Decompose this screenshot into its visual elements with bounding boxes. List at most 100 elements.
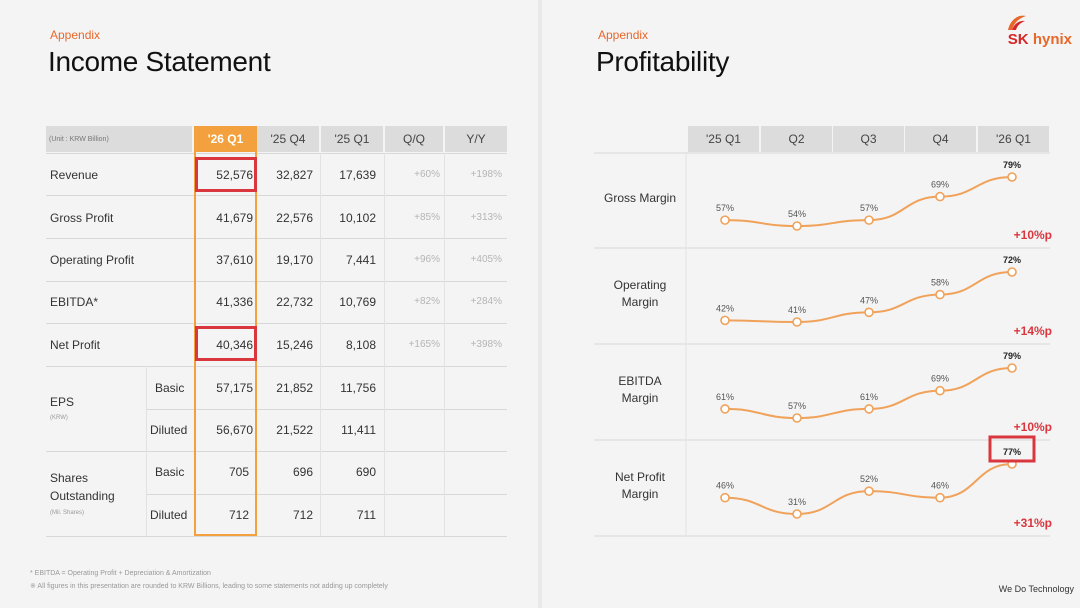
data-label-2-4: 79% (1003, 351, 1021, 361)
cell-ebitda-qq: +82% (414, 296, 440, 307)
sk-wing-icon (1008, 15, 1026, 30)
series-change-3: +31%p (1013, 516, 1052, 530)
series-point-3-3 (935, 492, 945, 503)
cell-ebitda-25q4: 22,732 (276, 295, 313, 309)
data-label-0-2: 57% (860, 203, 878, 213)
series-label-3: Net Profit Margin (614, 470, 665, 501)
cell-ebitda-yy: +284% (470, 296, 502, 307)
col-header-25q1: '25 Q1 (321, 126, 383, 152)
cell-shares-diluted-25q4: 712 (292, 508, 313, 522)
data-label-0-3: 69% (931, 180, 949, 190)
data-label-3-3: 46% (931, 481, 949, 491)
chart-col-header-0: '25 Q1 (688, 126, 759, 152)
cell-eps-basic-26q1: 57,175 (216, 381, 253, 395)
series-point-3-1 (792, 509, 802, 519)
chart-col-header-4: '26 Q1 (978, 126, 1049, 152)
cell-shares-diluted-26q1: 712 (228, 508, 249, 522)
eps-basic-label: Basic (155, 381, 185, 395)
cell-gross-profit-25q4: 22,576 (276, 211, 313, 225)
series-change-2: +10%p (1013, 420, 1052, 434)
series-point-0-0 (720, 215, 730, 225)
chart-col-header-2: Q3 (833, 126, 904, 152)
row-label-outstanding: Outstanding (50, 489, 115, 503)
data-label-3-2: 52% (860, 474, 878, 484)
cell-shares-basic-26q1: 705 (228, 465, 249, 479)
cell-shares-basic-25q1: 690 (355, 465, 376, 479)
data-label-1-2: 47% (860, 295, 878, 305)
col-header-26q1: '26 Q1 (194, 126, 257, 152)
cell-net-profit-yy: +398% (470, 339, 502, 350)
data-label-0-0: 57% (716, 203, 734, 213)
cell-revenue-25q1: 17,639 (339, 168, 376, 182)
series-label-1: Operating Margin (613, 278, 667, 309)
highlight-box-revenue (195, 157, 257, 192)
row-label-gross-profit: Gross Profit (50, 211, 114, 225)
cell-ebitda-25q1: 10,769 (339, 295, 376, 309)
profitability-slide: Appendix Profitability SK hynix We Do Te… (542, 0, 1080, 608)
data-label-1-4: 72% (1003, 255, 1021, 265)
col-header-yy: Y/Y (445, 126, 507, 152)
cell-eps-diluted-25q1: 11,411 (341, 423, 376, 437)
series-label-2: EBITDA Margin (618, 374, 662, 405)
shares-diluted-label: Diluted (150, 508, 188, 522)
cell-eps-basic-25q1: 11,756 (340, 381, 376, 395)
series-point-0-2 (864, 215, 874, 225)
income-statement-slide: Appendix Income Statement (Unit : KRW Bi… (0, 0, 538, 608)
col-header-qq: Q/Q (385, 126, 443, 152)
series-point-1-3 (935, 289, 945, 300)
unit-label: (Unit : KRW Billion) (46, 126, 192, 152)
cell-eps-diluted-25q4: 21,522 (276, 423, 313, 437)
cell-revenue-25q4: 32,827 (276, 168, 313, 182)
page-title-right: Profitability (596, 46, 730, 77)
tagline-text: We Do Technology (998, 584, 1074, 594)
series-point-3-2 (864, 486, 874, 496)
series-change-0: +10%p (1013, 228, 1052, 242)
cell-operating-profit-25q4: 19,170 (276, 253, 313, 267)
cell-eps-diluted-26q1: 56,670 (216, 423, 253, 437)
highlight-box-net-profit (195, 326, 257, 361)
data-label-2-2: 61% (860, 392, 878, 402)
series-point-2-0 (720, 404, 730, 414)
data-label-0-1: 54% (788, 209, 806, 219)
row-label-revenue: Revenue (50, 168, 99, 182)
data-label-3-4: 77% (1003, 447, 1021, 457)
series-label-0: Gross Margin (603, 191, 677, 205)
series-point-1-2 (864, 307, 874, 318)
series-point-2-3 (935, 385, 945, 396)
cell-operating-profit-26q1: 37,610 (216, 253, 253, 267)
row-label-net-profit: Net Profit (50, 338, 101, 352)
data-label-3-0: 46% (716, 481, 734, 491)
data-label-1-3: 58% (931, 278, 949, 288)
cell-net-profit-26q1: 40,346 (216, 338, 253, 352)
series-point-0-3 (935, 191, 945, 202)
cell-ebitda-26q1: 41,336 (216, 295, 253, 309)
series-point-2-1 (792, 413, 802, 423)
cell-eps-basic-25q4: 21,852 (276, 381, 313, 395)
cell-net-profit-25q4: 15,246 (276, 338, 313, 352)
row-label-ebitda: EBITDA* (50, 295, 99, 309)
highlight-box-net-profit-margin (988, 435, 1036, 463)
shares-unit: (Mil. Shares) (50, 510, 85, 516)
data-label-3-1: 31% (788, 497, 806, 507)
cell-revenue-26q1: 52,576 (216, 168, 253, 182)
series-point-3-0 (720, 492, 730, 503)
series-point-0-1 (792, 221, 802, 231)
footnote-ebitda: * EBITDA = Operating Profit + Depreciati… (30, 570, 211, 577)
eps-diluted-label: Diluted (150, 423, 188, 437)
page-title: Income Statement (48, 46, 271, 77)
cell-revenue-qq: +60% (414, 169, 440, 180)
cell-shares-basic-25q4: 696 (292, 465, 313, 479)
data-label-2-3: 69% (931, 374, 949, 384)
cell-gross-profit-25q1: 10,102 (339, 211, 376, 225)
sk-hynix-logo: SK hynix (992, 12, 1072, 48)
cell-shares-diluted-25q1: 711 (356, 508, 376, 522)
series-point-2-4 (1007, 363, 1017, 373)
cell-operating-profit-yy: +405% (470, 254, 502, 265)
cell-gross-profit-yy: +313% (470, 212, 502, 223)
shares-basic-label: Basic (155, 465, 185, 479)
row-label-operating-profit: Operating Profit (50, 253, 135, 267)
col-header-25q4: '25 Q4 (257, 126, 319, 152)
cell-net-profit-25q1: 8,108 (345, 338, 376, 352)
data-label-2-0: 61% (716, 392, 734, 402)
